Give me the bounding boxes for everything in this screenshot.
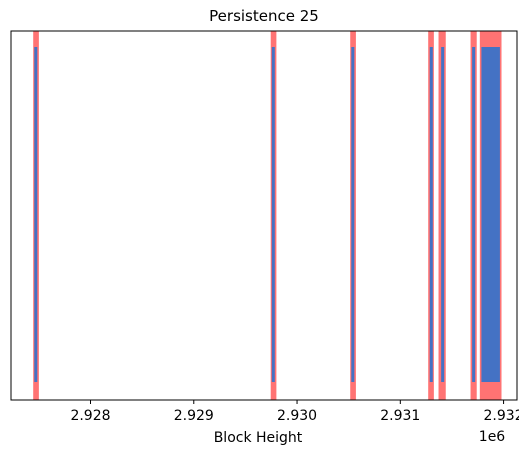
x-offset-label: 1e6 (479, 429, 506, 445)
bar-2 (351, 47, 355, 382)
bar-3 (429, 47, 433, 382)
bar-0 (34, 47, 38, 382)
x-axis-label: Block Height (214, 430, 303, 446)
bar-16 (496, 47, 500, 382)
bar-4 (441, 47, 445, 382)
x-tick-label-0: 2.928 (70, 408, 110, 424)
bar-6 (481, 47, 485, 382)
bar-11 (489, 47, 493, 382)
bar-9 (486, 47, 490, 382)
bar-15 (495, 47, 499, 382)
bars (34, 47, 500, 382)
bar-12 (490, 47, 494, 382)
x-tick-label-4: 2.932 (484, 408, 519, 424)
bar-5 (472, 47, 476, 382)
x-ticks: 2.928 2.929 2.930 2.931 2.932 (70, 400, 519, 424)
bar-7 (482, 47, 486, 382)
chart-title: Persistence 25 (209, 7, 319, 25)
x-tick-label-1: 2.929 (174, 408, 214, 424)
bar-14 (493, 47, 497, 382)
x-tick-label-2: 2.930 (277, 408, 317, 424)
axes-frame (10, 30, 518, 401)
bar-10 (487, 47, 491, 382)
bar-13 (492, 47, 496, 382)
x-tick-label-3: 2.931 (380, 408, 420, 424)
bar-1 (271, 47, 275, 382)
bar-8 (484, 47, 488, 382)
